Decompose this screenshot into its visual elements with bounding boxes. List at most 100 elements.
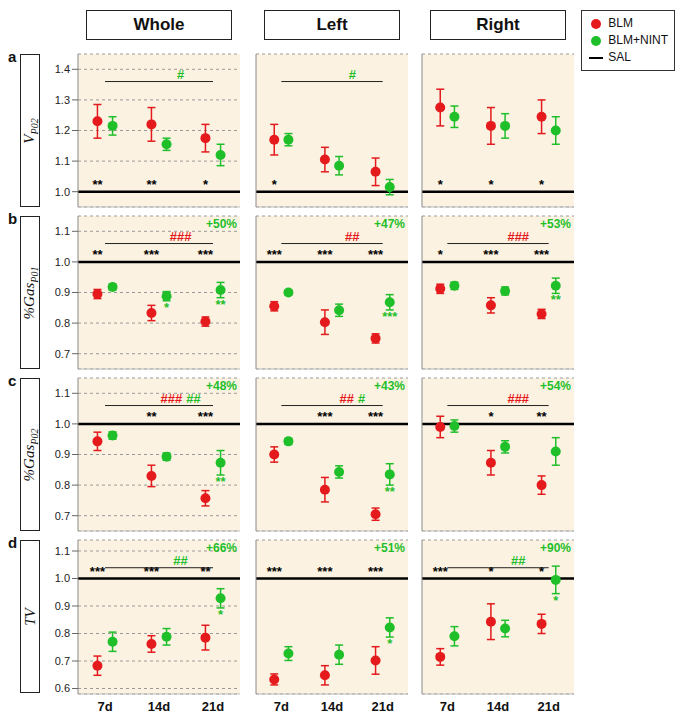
svg-text:*: * xyxy=(164,300,170,315)
svg-text:**: ** xyxy=(215,474,226,489)
svg-text:1.1: 1.1 xyxy=(55,387,70,399)
svg-text:###: ### xyxy=(170,229,192,244)
svg-text:**: ** xyxy=(385,484,396,499)
svg-text:*: * xyxy=(488,564,494,579)
html-text:BLM+NINT: BLM+NINT xyxy=(608,33,668,47)
html-text:Left: Left xyxy=(316,15,348,34)
svg-text:14d: 14d xyxy=(487,699,509,714)
svg-text:###: ### xyxy=(339,391,365,406)
svg-text:**: ** xyxy=(537,409,548,424)
svg-text:*: * xyxy=(553,593,559,608)
svg-text:+90%: +90% xyxy=(540,541,571,555)
svg-text:***: *** xyxy=(368,247,384,262)
svg-text:0.7: 0.7 xyxy=(55,655,70,667)
svg-text:1.0: 1.0 xyxy=(55,186,70,198)
svg-text:0.9: 0.9 xyxy=(55,448,70,460)
svg-text:+66%: +66% xyxy=(206,541,237,555)
svg-text:1.0: 1.0 xyxy=(55,256,70,268)
svg-text:*: * xyxy=(488,177,494,192)
svg-text:0.9: 0.9 xyxy=(55,600,70,612)
svg-text:***: *** xyxy=(382,309,398,324)
svg-text:***: *** xyxy=(368,409,384,424)
svg-text:7d: 7d xyxy=(97,699,112,714)
svg-text:*: * xyxy=(272,177,278,192)
svg-text:*: * xyxy=(203,177,209,192)
svg-text:***: *** xyxy=(433,564,449,579)
html-text:%Gas: %Gas xyxy=(20,282,37,319)
svg-text:***: *** xyxy=(144,564,160,579)
svg-text:***: *** xyxy=(267,564,283,579)
svg-text:0.9: 0.9 xyxy=(55,286,70,298)
svg-text:***: *** xyxy=(267,247,283,262)
svg-text:+47%: +47% xyxy=(374,217,405,231)
html-text:Right: Right xyxy=(476,15,520,34)
svg-text:***: *** xyxy=(317,564,333,579)
svg-text:*: * xyxy=(438,177,444,192)
svg-text:**: ** xyxy=(200,564,211,579)
svg-text:+43%: +43% xyxy=(374,379,405,393)
svg-text:*: * xyxy=(539,177,545,192)
svg-text:#: # xyxy=(177,67,185,82)
svg-text:1.1: 1.1 xyxy=(55,545,70,557)
html-text:P02: P02 xyxy=(28,117,40,134)
html-text:BLM: BLM xyxy=(608,16,633,30)
svg-text:**: ** xyxy=(215,297,226,312)
svg-text:1.3: 1.3 xyxy=(55,94,70,106)
svg-text:***: *** xyxy=(317,247,333,262)
svg-text:*: * xyxy=(438,247,444,262)
svg-text:21d: 21d xyxy=(371,699,393,714)
svg-text:1.0: 1.0 xyxy=(55,572,70,584)
svg-text:7d: 7d xyxy=(440,699,455,714)
svg-text:+48%: +48% xyxy=(206,379,237,393)
svg-text:0.8: 0.8 xyxy=(55,317,70,329)
svg-text:##: ## xyxy=(345,229,360,244)
svg-text:###: ### xyxy=(507,229,529,244)
svg-text:1.0: 1.0 xyxy=(55,418,70,430)
svg-text:#: # xyxy=(349,67,357,82)
svg-text:21d: 21d xyxy=(202,699,224,714)
svg-text:***: *** xyxy=(198,247,214,262)
svg-text:+51%: +51% xyxy=(374,541,405,555)
svg-text:21d: 21d xyxy=(537,699,559,714)
svg-text:**: ** xyxy=(146,409,157,424)
html-text:P01: P01 xyxy=(28,266,40,283)
svg-text:##: ## xyxy=(511,553,526,568)
html-text:%Gas: %Gas xyxy=(20,444,37,481)
html-text:TV: TV xyxy=(21,607,38,626)
svg-text:***: *** xyxy=(144,247,160,262)
svg-text:###: ### xyxy=(507,391,529,406)
html-text:Whole: Whole xyxy=(133,15,185,34)
svg-text:1.4: 1.4 xyxy=(55,63,70,75)
svg-text:14d: 14d xyxy=(321,699,343,714)
svg-text:**: ** xyxy=(92,247,103,262)
svg-text:***: *** xyxy=(90,564,106,579)
svg-text:#####: ##### xyxy=(161,391,202,406)
svg-text:+53%: +53% xyxy=(540,217,571,231)
svg-text:***: *** xyxy=(534,247,550,262)
svg-text:*: * xyxy=(218,607,224,622)
svg-text:***: *** xyxy=(198,409,214,424)
svg-text:1.2: 1.2 xyxy=(55,124,70,136)
svg-text:0.6: 0.6 xyxy=(55,682,70,694)
svg-text:0.7: 0.7 xyxy=(55,510,70,522)
svg-text:1.1: 1.1 xyxy=(55,225,70,237)
svg-text:14d: 14d xyxy=(148,699,170,714)
html-text:SAL: SAL xyxy=(608,50,631,64)
svg-text:0.8: 0.8 xyxy=(55,627,70,639)
svg-text:***: *** xyxy=(317,409,333,424)
svg-text:**: ** xyxy=(551,292,562,307)
svg-text:7d: 7d xyxy=(274,699,289,714)
svg-text:***: *** xyxy=(483,247,499,262)
svg-text:##: ## xyxy=(173,553,188,568)
svg-text:***: *** xyxy=(368,564,384,579)
svg-text:*: * xyxy=(387,636,393,651)
svg-text:0.7: 0.7 xyxy=(55,348,70,360)
svg-text:0.8: 0.8 xyxy=(55,479,70,491)
svg-text:1.1: 1.1 xyxy=(55,155,70,167)
svg-text:**: ** xyxy=(146,177,157,192)
svg-text:*: * xyxy=(539,564,545,579)
svg-text:**: ** xyxy=(92,177,103,192)
svg-text:+54%: +54% xyxy=(540,379,571,393)
svg-text:*: * xyxy=(488,409,494,424)
svg-text:+50%: +50% xyxy=(206,217,237,231)
